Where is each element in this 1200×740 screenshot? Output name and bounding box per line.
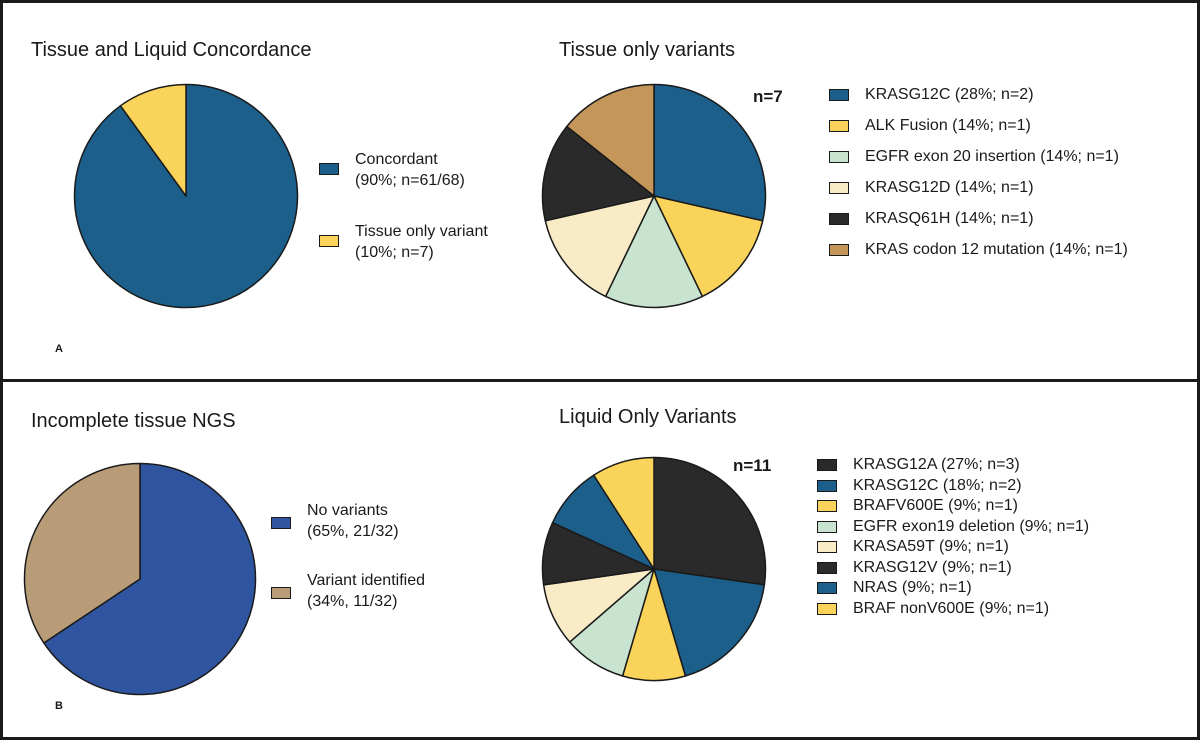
- legend-label: KRASA59T (9%; n=1): [853, 538, 1009, 555]
- pie-chart-tissue-only: [541, 83, 767, 309]
- legend-swatch: [829, 244, 849, 256]
- legend-item: KRASG12A (27%; n=3): [817, 455, 1020, 475]
- sample-size-label: n=7: [753, 87, 783, 106]
- legend-label: BRAF nonV600E (9%; n=1): [853, 599, 1050, 617]
- legend-swatch: [271, 587, 291, 599]
- legend-value: (65%, 21/32): [307, 523, 399, 540]
- panel-label: B: [55, 700, 63, 712]
- legend-item: KRASG12D (14%; n=1): [829, 178, 1034, 198]
- legend-item: Concordant (90%; n=61/68): [319, 149, 465, 191]
- legend-item: Tissue only variant (10%; n=7): [319, 221, 488, 263]
- legend-item: KRAS codon 12 mutation (14%; n=1): [829, 240, 1128, 260]
- legend-label: Concordant: [355, 151, 438, 168]
- legend-label: EGFR exon19 deletion (9%; n=1): [853, 517, 1090, 535]
- pie-slice: [566, 83, 655, 197]
- legend-swatch: [829, 213, 849, 225]
- pie-slice: [119, 83, 187, 197]
- pie-slice: [544, 195, 655, 298]
- legend-item: EGFR exon 20 insertion (14%; n=1): [829, 147, 1119, 167]
- legend-label: KRASG12D (14%; n=1): [865, 179, 1034, 196]
- legend-label: No variants: [307, 502, 388, 519]
- legend-item: Variant identified (34%, 11/32): [271, 570, 425, 612]
- pie-slice: [43, 462, 257, 696]
- panel-a: Tissue and Liquid Concordance Concordant…: [0, 0, 1200, 382]
- legend-swatch: [817, 500, 837, 512]
- legend-swatch: [829, 89, 849, 101]
- legend-item: BRAF nonV600E (9%; n=1): [817, 599, 1049, 619]
- legend-swatch: [817, 602, 837, 615]
- legend-label: NRAS (9%; n=1): [853, 579, 972, 596]
- pie-chart-liquid-only: [541, 456, 767, 682]
- legend-swatch: [319, 235, 339, 247]
- legend-value: (10%; n=7): [355, 244, 434, 261]
- legend-item: NRAS (9%; n=1): [817, 578, 972, 598]
- legend-swatch: [829, 120, 849, 132]
- legend-swatch: [817, 582, 837, 594]
- pie-slice: [541, 125, 655, 222]
- legend-label: KRASG12C (28%; n=2): [865, 86, 1034, 103]
- pie-chart-incomplete-ngs: [23, 462, 257, 696]
- legend-label: KRASG12V (9%; n=1): [853, 558, 1012, 576]
- legend-swatch: [271, 517, 291, 529]
- chart-title: Tissue only variants: [559, 39, 735, 61]
- pie-slice: [23, 462, 141, 644]
- legend-label: Tissue only variant: [355, 223, 488, 240]
- legend-item: KRASA59T (9%; n=1): [817, 537, 1009, 557]
- legend-label: EGFR exon 20 insertion (14%; n=1): [865, 148, 1119, 165]
- legend-swatch: [817, 479, 837, 492]
- legend-text: Tissue only variant (10%; n=7): [355, 221, 488, 263]
- pie-slice: [592, 456, 655, 570]
- legend-item: KRASQ61H (14%; n=1): [829, 209, 1034, 229]
- pie-slice: [653, 568, 766, 677]
- legend-swatch: [817, 520, 837, 533]
- chart-title: Tissue and Liquid Concordance: [31, 39, 312, 61]
- legend-swatch: [817, 561, 837, 574]
- pie-slice: [653, 195, 764, 298]
- legend-label: KRASG12A (27%; n=3): [853, 456, 1020, 473]
- legend-item: EGFR exon19 deletion (9%; n=1): [817, 517, 1089, 537]
- chart-title: Liquid Only Variants: [559, 406, 737, 428]
- chart-title: Incomplete tissue NGS: [31, 410, 236, 432]
- legend-item: KRASG12C (28%; n=2): [829, 85, 1034, 105]
- legend-swatch: [319, 163, 339, 175]
- panel-b: Incomplete tissue NGS No variants (65%, …: [0, 379, 1200, 740]
- legend-label: Variant identified: [307, 572, 425, 589]
- legend-item: No variants (65%, 21/32): [271, 500, 399, 542]
- legend-swatch: [829, 182, 849, 194]
- legend-value: (90%; n=61/68): [355, 172, 465, 189]
- legend-label: KRASQ61H (14%; n=1): [865, 210, 1034, 227]
- legend-item: BRAFV600E (9%; n=1): [817, 496, 1018, 516]
- legend-swatch: [817, 541, 837, 553]
- pie-slice: [653, 456, 767, 586]
- legend-label: BRAFV600E (9%; n=1): [853, 497, 1018, 514]
- legend-text: No variants (65%, 21/32): [307, 500, 399, 542]
- legend-item: KRASG12V (9%; n=1): [817, 558, 1012, 578]
- legend-label: ALK Fusion (14%; n=1): [865, 117, 1031, 134]
- legend-swatch: [817, 459, 837, 471]
- panel-label: A: [55, 343, 63, 355]
- pie-chart-concordance: [73, 83, 299, 309]
- legend-item: ALK Fusion (14%; n=1): [829, 116, 1031, 136]
- legend-swatch: [829, 151, 849, 163]
- legend-text: Concordant (90%; n=61/68): [355, 149, 465, 191]
- legend-item: KRASG12C (18%; n=2): [817, 476, 1022, 496]
- sample-size-label: n=11: [733, 456, 772, 475]
- legend-label: KRAS codon 12 mutation (14%; n=1): [865, 241, 1128, 258]
- pie-slice: [653, 83, 767, 222]
- legend-label: KRASG12C (18%; n=2): [853, 476, 1022, 494]
- legend-value: (34%, 11/32): [307, 593, 398, 610]
- pie-slice: [604, 195, 704, 309]
- legend-text: Variant identified (34%, 11/32): [307, 570, 425, 612]
